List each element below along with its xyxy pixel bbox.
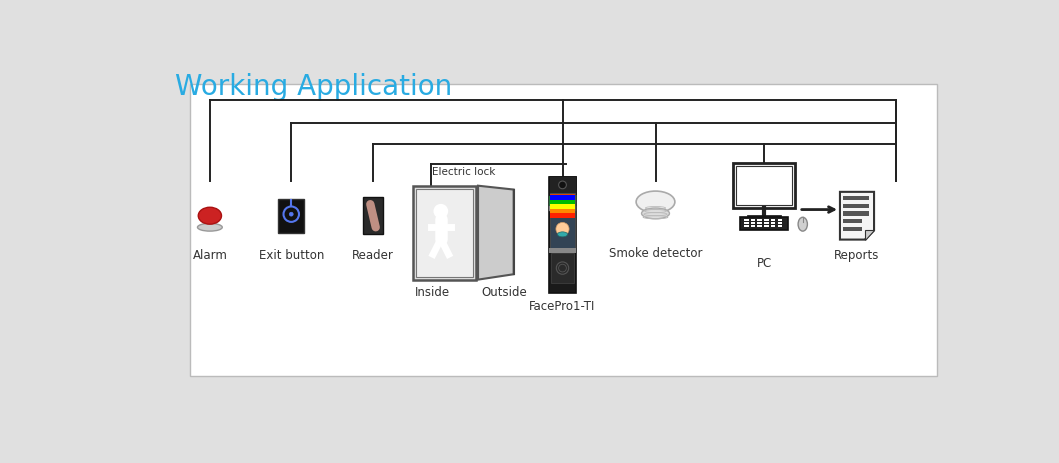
Bar <box>777 222 783 224</box>
Bar <box>843 204 868 208</box>
Bar <box>751 219 755 221</box>
Bar <box>413 186 477 280</box>
Bar <box>771 219 775 221</box>
Bar <box>550 195 575 200</box>
Bar <box>751 225 755 227</box>
Bar <box>771 222 775 224</box>
Bar <box>550 193 575 248</box>
Text: Reader: Reader <box>352 249 394 262</box>
Bar <box>747 215 782 220</box>
Text: Outside: Outside <box>482 286 527 299</box>
Polygon shape <box>478 186 514 280</box>
Text: Exit button: Exit button <box>258 249 324 262</box>
Ellipse shape <box>557 232 568 237</box>
Bar <box>733 163 795 208</box>
Bar <box>549 196 576 206</box>
Text: Reports: Reports <box>834 249 880 262</box>
Bar <box>777 225 783 227</box>
Bar <box>551 253 574 283</box>
Circle shape <box>556 222 569 236</box>
Bar <box>757 225 762 227</box>
FancyBboxPatch shape <box>190 84 937 376</box>
Text: Smoke detector: Smoke detector <box>609 247 702 260</box>
Bar <box>765 225 769 227</box>
Bar <box>549 177 576 293</box>
Bar <box>743 219 749 221</box>
Bar <box>743 222 749 224</box>
Bar <box>416 189 473 276</box>
Ellipse shape <box>636 191 675 213</box>
Bar <box>550 213 575 218</box>
Bar <box>843 219 862 224</box>
Ellipse shape <box>798 217 807 231</box>
Bar <box>279 199 304 233</box>
Text: Electric lock: Electric lock <box>432 167 496 177</box>
Bar <box>549 175 576 194</box>
Bar <box>550 194 575 218</box>
Bar <box>751 222 755 224</box>
Bar <box>549 206 576 211</box>
Ellipse shape <box>642 208 669 219</box>
Bar <box>550 209 575 213</box>
Bar <box>777 219 783 221</box>
Circle shape <box>289 212 293 216</box>
Text: Alarm: Alarm <box>193 249 228 262</box>
Bar <box>549 248 576 253</box>
Circle shape <box>559 181 567 189</box>
Text: PC: PC <box>756 257 772 269</box>
Bar <box>740 217 788 230</box>
Bar <box>736 166 792 205</box>
Bar <box>757 219 762 221</box>
Bar <box>550 200 575 204</box>
Bar <box>843 196 868 200</box>
Circle shape <box>433 204 448 219</box>
Bar <box>757 222 762 224</box>
Ellipse shape <box>198 207 221 224</box>
Polygon shape <box>840 192 874 239</box>
Text: FacePro1-TI: FacePro1-TI <box>530 300 595 313</box>
Polygon shape <box>865 231 874 239</box>
Ellipse shape <box>197 224 222 231</box>
Bar <box>550 204 575 209</box>
Text: Inside: Inside <box>414 286 450 299</box>
Text: Working Application: Working Application <box>175 73 452 101</box>
Bar <box>843 227 862 231</box>
Bar <box>765 222 769 224</box>
Bar <box>743 225 749 227</box>
Bar <box>765 219 769 221</box>
Bar <box>362 197 382 234</box>
Bar <box>843 212 868 216</box>
Bar <box>771 225 775 227</box>
